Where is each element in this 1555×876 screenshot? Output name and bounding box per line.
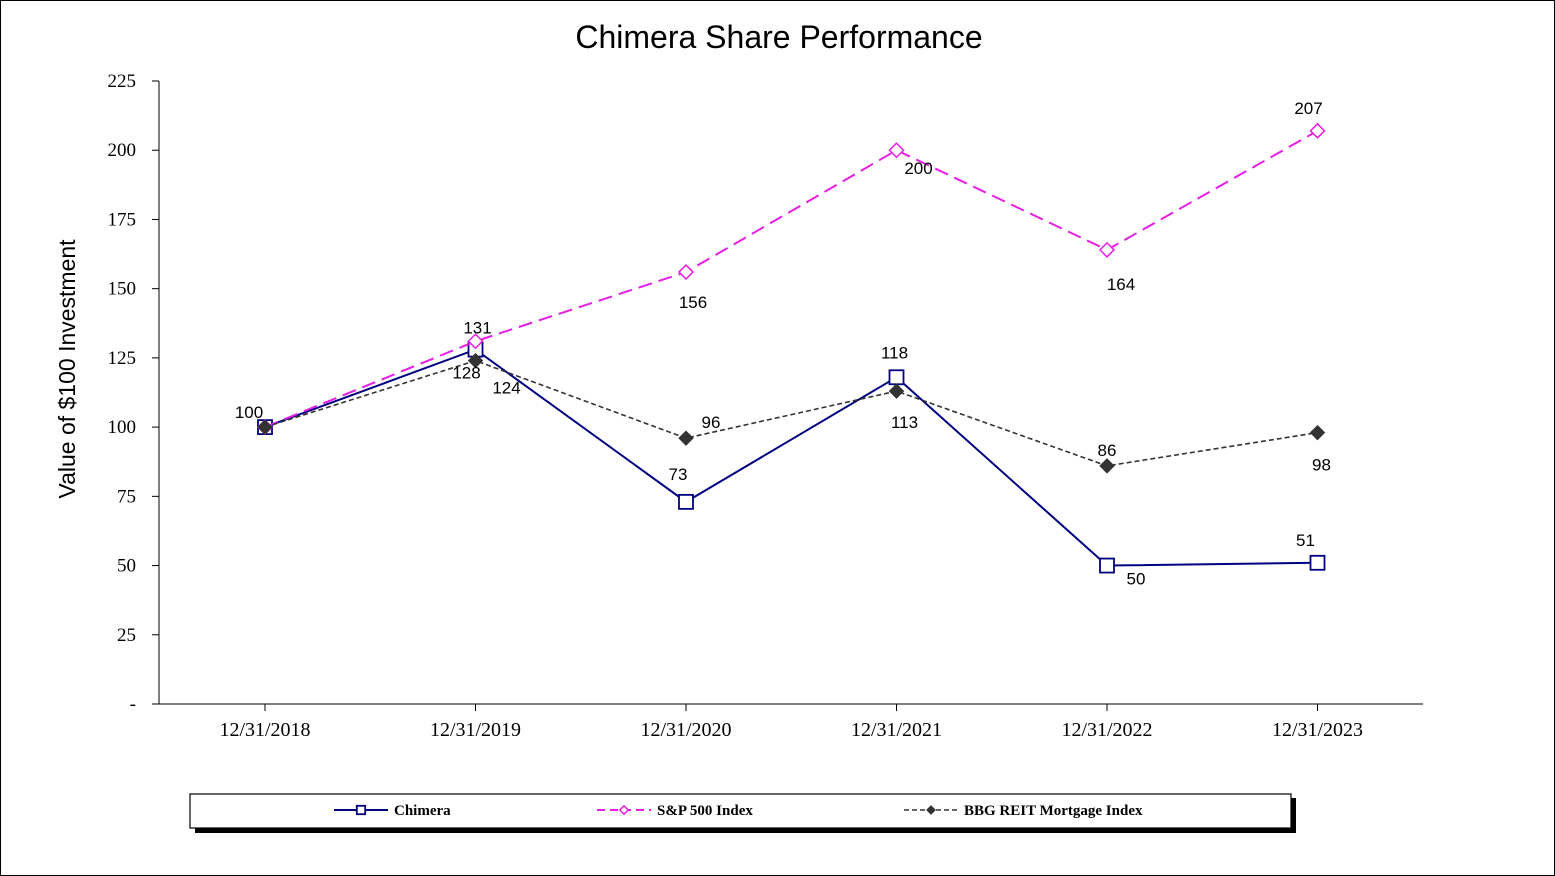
sp500-marker (677, 263, 695, 281)
y-axis-label: Value of $100 Investment (54, 239, 80, 499)
data-label: 124 (492, 379, 520, 398)
y-tick-label: 175 (108, 209, 137, 230)
legend: Chimera S&P 500 Index BBG REIT Mortgage In… (189, 793, 1296, 833)
data-labels: 128 73 118 50 51 100 131 156 200 164 207 124 96 113 86… (235, 99, 1331, 589)
chimera-marker (888, 369, 905, 386)
legend-item-sp500: S&P 500 Index (597, 803, 753, 819)
x-tick-label: 12/31/2021 (851, 719, 942, 741)
data-label: 118 (881, 343, 908, 362)
legend-label: S&P 500 Index (657, 803, 753, 819)
legend-item-chimera: Chimera (334, 803, 451, 819)
bbg-reit-marker (467, 352, 484, 369)
data-label: 200 (904, 159, 932, 178)
sp500-line (264, 129, 1318, 429)
data-label: 50 (1127, 570, 1146, 589)
axes: - 25 50 75 100 125 150 175 200 225 12/31/2018 12/31… (108, 71, 1423, 741)
data-label: 207 (1294, 99, 1322, 118)
sp500-marker (888, 142, 905, 159)
bbg-reit-marker (1099, 458, 1115, 474)
data-label: 128 (452, 364, 480, 383)
sp500-marker (467, 333, 484, 350)
y-tick-label: 200 (108, 140, 137, 161)
data-label: 86 (1098, 441, 1117, 460)
series-layer (256, 122, 1326, 574)
bbg-reit-marker (678, 430, 694, 446)
legend-item-bbg-reit: BBG REIT Mortgage Index (904, 803, 1143, 819)
legend-label: Chimera (394, 803, 451, 819)
data-label: 164 (1107, 275, 1135, 294)
y-tick-label: 225 (108, 71, 137, 92)
bbg-reit-line (264, 359, 1318, 467)
data-label: 156 (679, 293, 707, 312)
bbg-reit-marker (926, 805, 936, 815)
data-label: 100 (235, 403, 263, 422)
x-tick-label: 12/31/2022 (1061, 719, 1152, 741)
x-tick-label: 12/31/2019 (430, 719, 521, 741)
x-tick-label: 12/31/2023 (1272, 719, 1363, 741)
bbg-reit-marker (888, 383, 905, 399)
chimera-marker (1099, 557, 1115, 574)
y-tick-label: 75 (117, 486, 136, 507)
y-tick-label: 25 (117, 625, 136, 646)
y-tick-label: 150 (108, 279, 137, 300)
data-label: 96 (702, 413, 721, 432)
chart-title: Chimera Share Performance (575, 19, 982, 55)
chimera-marker (678, 493, 694, 510)
x-tick-label: 12/31/2020 (640, 719, 731, 741)
x-tick-label: 12/31/2018 (219, 719, 310, 741)
data-label: 73 (669, 465, 688, 484)
sp500-marker (618, 804, 630, 816)
chimera-marker (1309, 554, 1326, 571)
legend-label: BBG REIT Mortgage Index (964, 803, 1143, 819)
sp500-marker (1309, 122, 1326, 139)
data-label: 98 (1312, 456, 1331, 475)
data-label: 131 (463, 318, 491, 337)
bbg-reit-marker (257, 419, 273, 435)
chimera-marker (355, 804, 367, 816)
data-label: 113 (891, 413, 918, 432)
chimera-line (264, 348, 1318, 567)
data-label: 51 (1296, 531, 1315, 550)
y-tick-label: 50 (117, 556, 136, 577)
sp500-marker (1098, 241, 1116, 258)
bbg-reit-marker (1309, 424, 1326, 441)
y-tick-label: 100 (108, 417, 137, 438)
y-tick-label: 125 (108, 348, 137, 369)
y-tick-label: - (130, 694, 136, 715)
